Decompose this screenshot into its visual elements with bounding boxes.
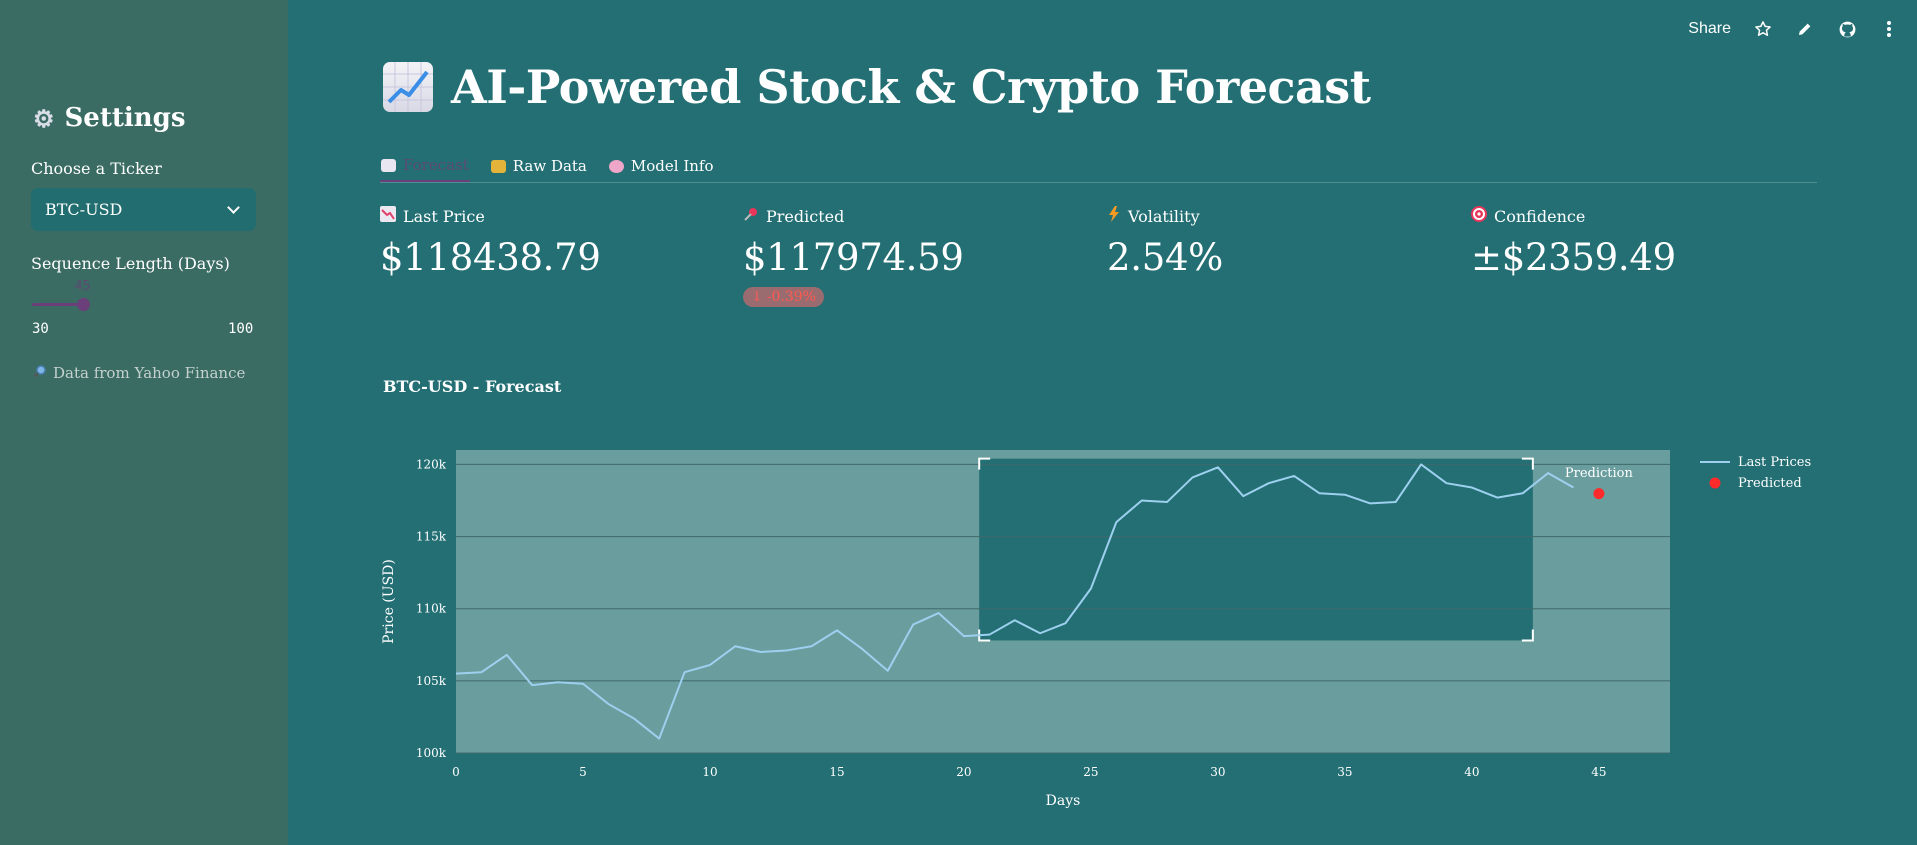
metric-value: 2.54% — [1107, 236, 1224, 279]
brain-icon — [608, 159, 624, 173]
x-tick-label: 15 — [829, 765, 844, 779]
delta-value: -0.39% — [766, 289, 816, 305]
selection-handle — [1521, 629, 1534, 642]
metric-label: Volatility — [1128, 206, 1200, 226]
x-tick-label: 35 — [1337, 765, 1352, 779]
slider-min: 30 — [32, 321, 49, 337]
metric-label: Predicted — [766, 206, 845, 226]
metric-predicted: Predicted $117974.59 ↓ -0.39% — [743, 206, 964, 307]
metric-last-price: Last Price $118438.79 — [380, 206, 601, 279]
slider-thumb[interactable] — [76, 298, 90, 311]
metric-confidence: Confidence ±$2359.49 — [1471, 206, 1676, 279]
tab-label: Model Info — [630, 157, 714, 175]
ticker-label: Choose a Ticker — [31, 159, 162, 178]
prediction-annotation: Prediction — [1565, 466, 1634, 481]
page-title-text: AI-Powered Stock & Crypto Forecast — [451, 60, 1371, 114]
tab-bar: Forecast Raw Data Model Info — [380, 150, 1817, 183]
y-tick-label: 105k — [416, 674, 447, 688]
predicted-point — [1593, 488, 1605, 500]
selection-handle — [978, 457, 991, 470]
pushpin-icon — [743, 206, 759, 226]
legend-label-last-prices: Last Prices — [1738, 455, 1811, 470]
sequence-length-label: Sequence Length (Days) — [31, 254, 230, 273]
selection-handle — [1521, 457, 1534, 470]
share-button[interactable]: Share — [1688, 20, 1731, 37]
y-tick-label: 120k — [416, 457, 447, 471]
metric-volatility: Volatility 2.54% — [1107, 206, 1223, 279]
chart-increasing-icon — [383, 62, 433, 112]
ticker-select[interactable]: BTC-USD — [31, 188, 256, 231]
more-menu-icon[interactable] — [1879, 19, 1899, 39]
tab-label: Raw Data — [512, 157, 587, 175]
tab-raw-data[interactable]: Raw Data — [490, 150, 588, 182]
x-tick-label: 30 — [1210, 765, 1225, 779]
sidebar: ⚙ Settings Choose a Ticker BTC-USD Seque… — [0, 0, 288, 845]
metric-label: Last Price — [403, 206, 485, 226]
metric-label-row: Last Price — [380, 206, 601, 226]
legend-label-predicted: Predicted — [1738, 476, 1802, 491]
slider-value: 45 — [74, 279, 91, 294]
data-source-note: Data from Yahoo Finance — [33, 364, 245, 382]
chart-decreasing-icon — [380, 206, 396, 226]
chevron-down-icon — [227, 200, 240, 214]
series-line-last-prices — [455, 463, 1574, 740]
gear-icon: ⚙ — [33, 103, 55, 133]
edit-icon[interactable] — [1795, 19, 1815, 39]
metric-label: Confidence — [1494, 206, 1586, 226]
x-tick-label: 10 — [702, 765, 717, 779]
y-tick-label: 110k — [416, 602, 447, 616]
x-tick-label: 5 — [579, 765, 587, 779]
metric-label-row: Predicted — [743, 206, 964, 226]
sidebar-title-text: Settings — [64, 103, 186, 133]
tab-forecast[interactable]: Forecast — [380, 150, 470, 182]
tab-model-info[interactable]: Model Info — [608, 150, 715, 182]
y-tick-label: 100k — [416, 746, 447, 760]
github-icon[interactable] — [1837, 19, 1857, 39]
tab-label: Forecast — [403, 156, 469, 174]
metric-label-row: Confidence — [1471, 206, 1676, 226]
forecast-chart[interactable]: 100k 105k 110k 115k 120k 0 5 10 15 20 25 30 35 40 45 Pr… — [378, 438, 1828, 818]
star-icon[interactable] — [1753, 19, 1773, 39]
delta-badge: ↓ -0.39% — [743, 287, 824, 307]
metric-value: $118438.79 — [380, 236, 601, 279]
metric-value: ±$2359.49 — [1471, 236, 1676, 279]
x-tick-label: 0 — [452, 765, 460, 779]
arrow-down-icon: ↓ — [751, 289, 763, 305]
x-tick-label: 20 — [956, 765, 971, 779]
x-tick-label: 45 — [1591, 765, 1606, 779]
legend-dot-swatch — [1709, 477, 1721, 489]
zoom-selection — [979, 458, 1533, 641]
target-icon — [1471, 206, 1487, 226]
slider-track[interactable] — [32, 303, 83, 306]
top-toolbar: Share — [1688, 19, 1899, 39]
chart-increasing-icon — [381, 158, 396, 172]
magnifier-icon — [33, 364, 47, 382]
x-tick-label: 40 — [1464, 765, 1479, 779]
ticker-select-value: BTC-USD — [45, 200, 123, 219]
x-axis-title: Days — [1046, 793, 1081, 809]
metric-value: $117974.59 — [743, 236, 964, 279]
sidebar-title: ⚙ Settings — [33, 103, 185, 133]
y-tick-label: 115k — [416, 530, 447, 544]
x-tick-label: 25 — [1083, 765, 1098, 779]
y-axis-title: Price (USD) — [381, 559, 397, 644]
selection-handle — [978, 629, 991, 642]
chart-title: BTC-USD - Forecast — [383, 377, 562, 396]
slider-max: 100 — [228, 321, 254, 337]
page-title: AI-Powered Stock & Crypto Forecast — [383, 60, 1371, 114]
metric-label-row: Volatility — [1107, 206, 1223, 226]
database-icon — [490, 159, 506, 173]
data-source-text: Data from Yahoo Finance — [53, 364, 246, 382]
lightning-icon — [1107, 206, 1121, 226]
